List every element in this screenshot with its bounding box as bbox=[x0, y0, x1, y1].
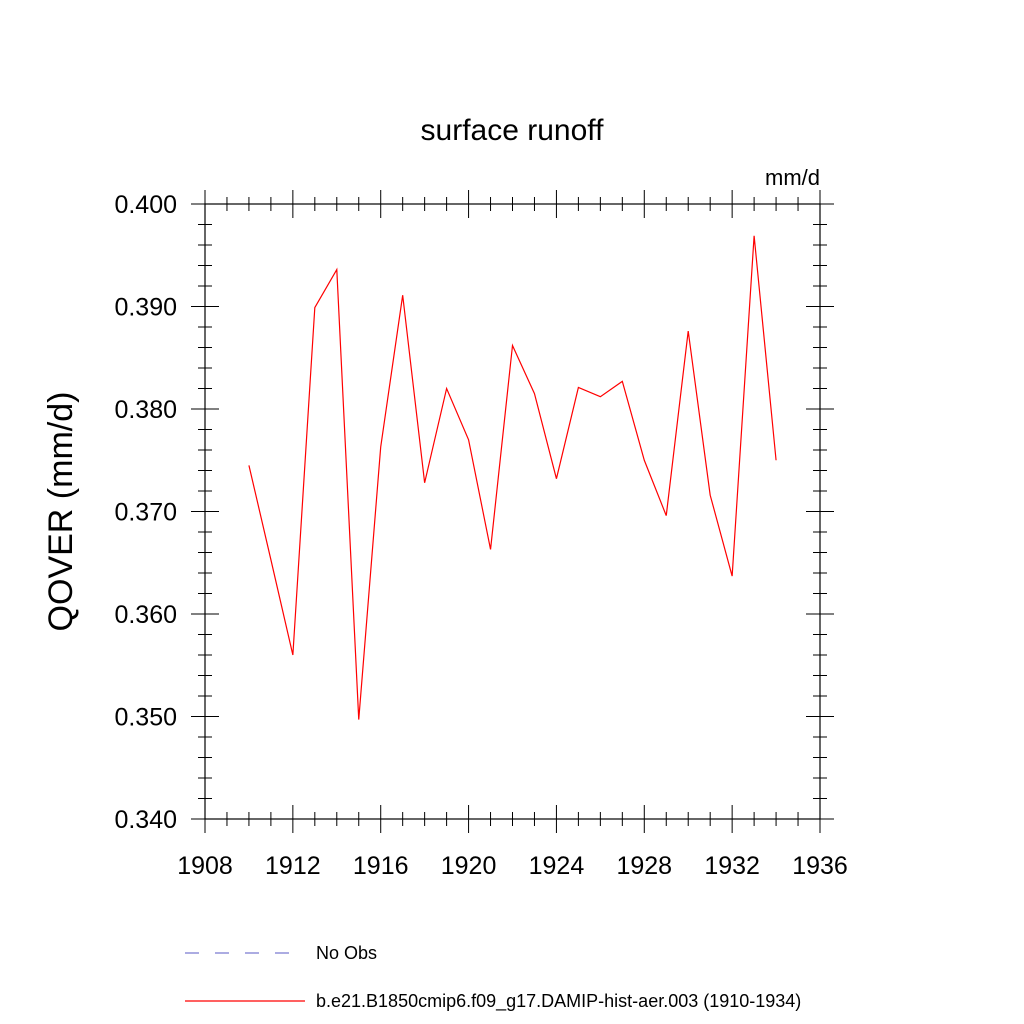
axes bbox=[204, 203, 821, 820]
legend-label-0: No Obs bbox=[316, 943, 377, 963]
chart-title: surface runoff bbox=[421, 114, 605, 147]
y-tick-label: 0.370 bbox=[114, 499, 177, 527]
y-tick-label: 0.380 bbox=[114, 396, 177, 424]
x-tick-label: 1912 bbox=[265, 852, 321, 880]
y-tick-label: 0.360 bbox=[114, 601, 177, 629]
x-tick-label: 1924 bbox=[529, 852, 585, 880]
x-tick-label: 1916 bbox=[353, 852, 409, 880]
x-tick-label: 1920 bbox=[441, 852, 497, 880]
units-label: mm/d bbox=[765, 165, 820, 190]
x-tick-label: 1908 bbox=[177, 852, 233, 880]
series-layer bbox=[248, 235, 777, 720]
ticks bbox=[191, 190, 834, 833]
tick-labels: 1908 1912 1916 1920 1924 1928 1932 1936 0.340 0.3… bbox=[114, 191, 847, 880]
y-tick-label: 0.390 bbox=[114, 294, 177, 322]
y-tick-label: 0.340 bbox=[114, 806, 177, 834]
x-tick-label: 1936 bbox=[792, 852, 848, 880]
plot-frame bbox=[204, 203, 821, 820]
legend: No Obs b.e21.B1850cmip6.f09_g17.DAMIP-his… bbox=[185, 943, 801, 1012]
y-axis-label: QOVER (mm/d) bbox=[42, 392, 80, 632]
x-tick-label: 1932 bbox=[704, 852, 760, 880]
y-tick-label: 0.350 bbox=[114, 704, 177, 732]
legend-label-1: b.e21.B1850cmip6.f09_g17.DAMIP-hist-aer.… bbox=[316, 991, 801, 1012]
x-tick-label: 1928 bbox=[616, 852, 672, 880]
series-line-1 bbox=[248, 235, 777, 720]
y-tick-label: 0.400 bbox=[114, 191, 177, 219]
